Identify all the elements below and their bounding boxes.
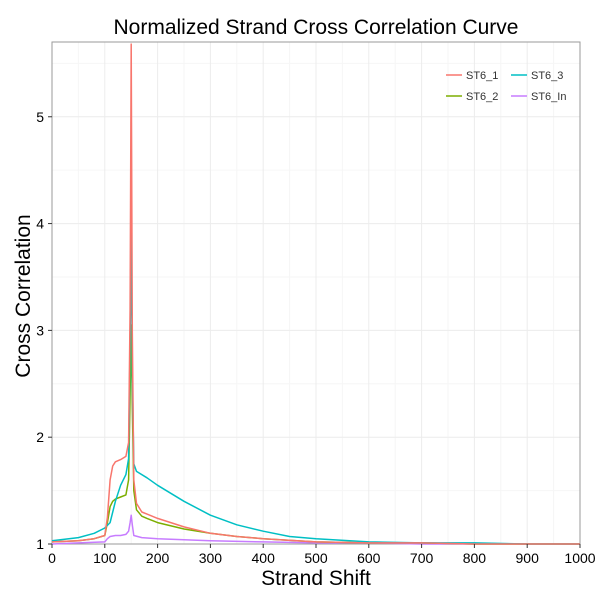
series-layer <box>51 43 580 545</box>
series-line-st6-1 <box>51 43 580 545</box>
x-tick-label: 1000 <box>564 550 595 566</box>
x-tick-label: 800 <box>463 550 487 566</box>
legend-label: ST6_In <box>531 91 566 103</box>
legend: ST6_1 ST6_3 ST6_2 ST6_In <box>446 70 566 103</box>
y-tick-label: 2 <box>36 429 44 445</box>
y-tick-label: 3 <box>36 322 44 338</box>
x-tick-label: 100 <box>93 550 117 566</box>
y-tick-label: 5 <box>36 109 44 125</box>
x-tick-label: 900 <box>516 550 540 566</box>
x-tick-label: 500 <box>304 550 328 566</box>
x-tick-label: 600 <box>357 550 381 566</box>
chart-title: Normalized Strand Cross Correlation Curv… <box>114 16 519 39</box>
axis-ticks: 0 100 200 300 400 500 600 700 800 900 1000 1 2 3 4 5 <box>36 109 596 566</box>
y-tick-label: 4 <box>36 216 44 232</box>
x-tick-label: 700 <box>410 550 434 566</box>
x-tick-label: 0 <box>48 550 56 566</box>
x-tick-label: 300 <box>199 550 223 566</box>
legend-label: ST6_3 <box>531 70 563 82</box>
y-axis-title: Cross Correlation <box>12 214 35 377</box>
y-tick-label: 1 <box>36 536 44 552</box>
legend-label: ST6_2 <box>466 91 498 103</box>
legend-label: ST6_1 <box>466 70 498 82</box>
grid <box>51 42 581 545</box>
series-line-st6-3 <box>51 226 580 545</box>
x-tick-label: 200 <box>146 550 170 566</box>
x-tick-label: 400 <box>252 550 276 566</box>
x-axis-title: Strand Shift <box>261 567 371 590</box>
